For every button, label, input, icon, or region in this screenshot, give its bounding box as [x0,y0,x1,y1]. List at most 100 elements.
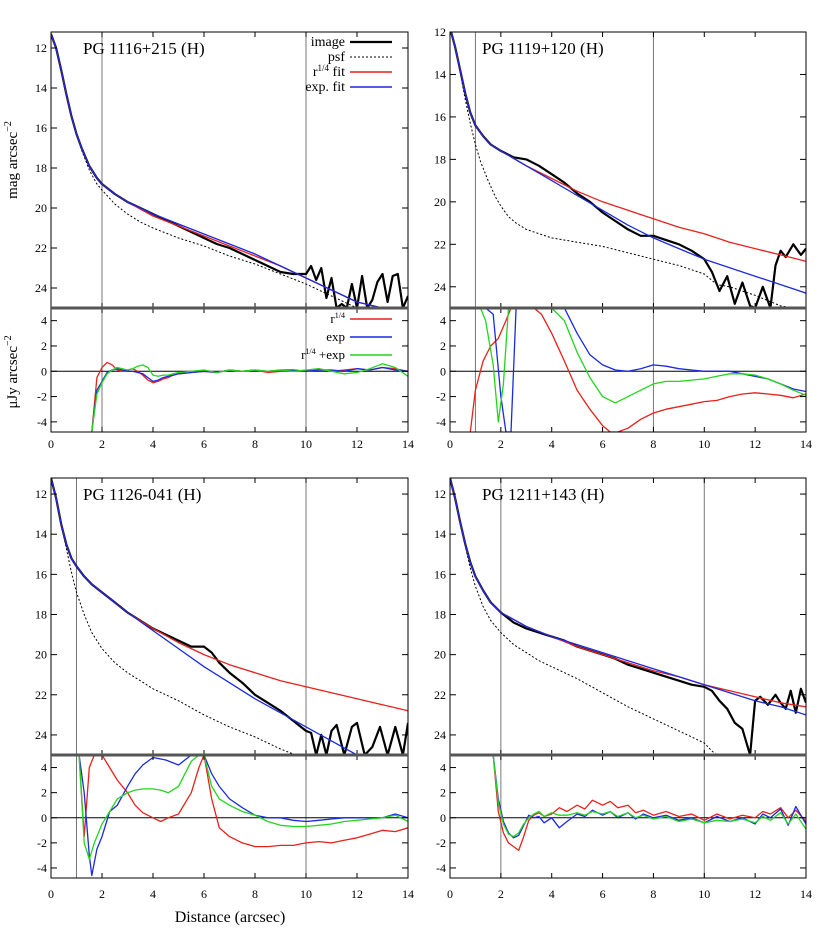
residual-ytick-label: -4 [436,415,446,429]
profile-ytick-label: 24 [434,728,446,742]
xtick-label: 10 [698,437,710,451]
residual-ytick-label: 4 [440,314,446,328]
profile-ytick-label: 14 [35,81,47,95]
profile-series-r14 [450,32,806,262]
residual-series-combo [479,308,806,423]
profile-ytick-label: 20 [434,195,446,209]
residual-ytick-label: -4 [37,861,47,875]
legend-label-psf: psf [328,50,345,65]
profile-ytick-label: 22 [434,237,446,251]
profile-series-r14 [51,33,408,308]
y-axis-label-residual: μJy arcsec−2 [3,335,21,408]
residual-series-exp [492,755,806,839]
chart-title: PG 1116+215 (H) [83,39,205,58]
profile-ytick-label: 12 [434,487,446,501]
residual-ytick-label: 2 [440,339,446,353]
residual-series-combo [492,755,806,838]
profile-series-exp [450,32,806,294]
profile-series-exp [51,478,408,755]
chart-title: PG 1211+143 (H) [482,485,604,504]
profile-series-psf [450,478,718,755]
residual-ytick-label: 0 [440,811,446,825]
profile-series-r14 [450,478,806,708]
profile-frame [449,31,807,309]
legend-label-image: image [311,35,345,50]
xtick-label: 12 [749,437,761,451]
residual-ytick-label: 2 [440,786,446,800]
profile-ytick-label: 16 [434,567,446,581]
profile-series-image [450,32,806,308]
xtick-label: 6 [201,887,207,901]
xtick-label: 10 [698,887,710,901]
xtick-label: 2 [99,437,105,451]
xtick-label: 12 [351,887,363,901]
xtick-label: 6 [201,437,207,451]
xtick-label: 4 [549,437,555,451]
xtick-label: 14 [800,437,812,451]
residual-series-r14 [492,755,806,852]
profile-ytick-label: 12 [35,487,47,501]
residual-ytick-label: 4 [41,314,47,328]
profile-ytick-label: 18 [434,152,446,166]
profile-ytick-label: 22 [434,688,446,702]
profile-series-image [450,478,806,755]
residual-series-exp [91,366,408,432]
xtick-label: 8 [252,437,258,451]
legend-residual: r1/4 exp r1/4 +exp [301,311,392,362]
profile-ytick-label: 12 [35,41,47,55]
legend-label-exp: exp. fit [305,80,345,95]
residual-ytick-label: -2 [436,390,446,404]
residual-frame [449,754,807,879]
xtick-label: 0 [48,437,54,451]
residual-ytick-label: -2 [37,390,47,404]
xtick-label: 14 [402,437,414,451]
residual-series-exp [480,308,806,432]
residual-ytick-label: -4 [436,861,446,875]
profile-ytick-label: 20 [434,648,446,662]
xtick-label: 14 [402,887,414,901]
profile-frame [449,477,807,756]
xtick-label: 6 [600,437,606,451]
residual-ytick-label: -2 [436,836,446,850]
residual-ytick-label: -4 [37,415,47,429]
profile-series-image [51,33,408,308]
profile-frame [50,31,409,309]
x-axis-label: Distance (arcsec) [175,909,286,926]
profile-ytick-label: 18 [434,607,446,621]
residual-ytick-label: 2 [41,339,47,353]
profile-series-exp [450,478,806,716]
profile-ytick-label: 20 [35,648,47,662]
xtick-label: 0 [447,437,453,451]
residual-ytick-label: 2 [41,786,47,800]
profile-ytick-label: 24 [35,728,47,742]
xtick-label: 4 [150,437,156,451]
xtick-label: 0 [447,887,453,901]
profile-series-psf [51,478,296,755]
profile-ytick-label: 16 [434,110,446,124]
profile-series-psf [450,32,794,308]
profile-ytick-label: 14 [434,67,446,81]
xtick-label: 0 [48,887,54,901]
legend-label-res-exp: exp [326,329,345,344]
profile-ytick-label: 16 [35,121,47,135]
legend-label-r14: r1/4 fit [313,63,345,80]
legend-profile: image psf r1/4 fit exp. fit [305,35,392,95]
chart-title: PG 1119+120 (H) [482,39,604,58]
profile-ytick-label: 14 [35,527,47,541]
residual-ytick-label: 0 [41,811,47,825]
profile-ytick-label: 22 [35,688,47,702]
residual-ytick-label: 4 [41,761,47,775]
residual-series-combo [91,363,408,432]
residual-ytick-label: 0 [41,364,47,378]
profile-series-image [51,478,408,755]
y-axis-label-profile: mag arcsec−2 [3,121,21,199]
xtick-label: 10 [300,887,312,901]
residual-series-combo [78,755,408,860]
xtick-label: 4 [150,887,156,901]
profile-ytick-label: 24 [35,281,47,295]
profile-ytick-label: 18 [35,607,47,621]
